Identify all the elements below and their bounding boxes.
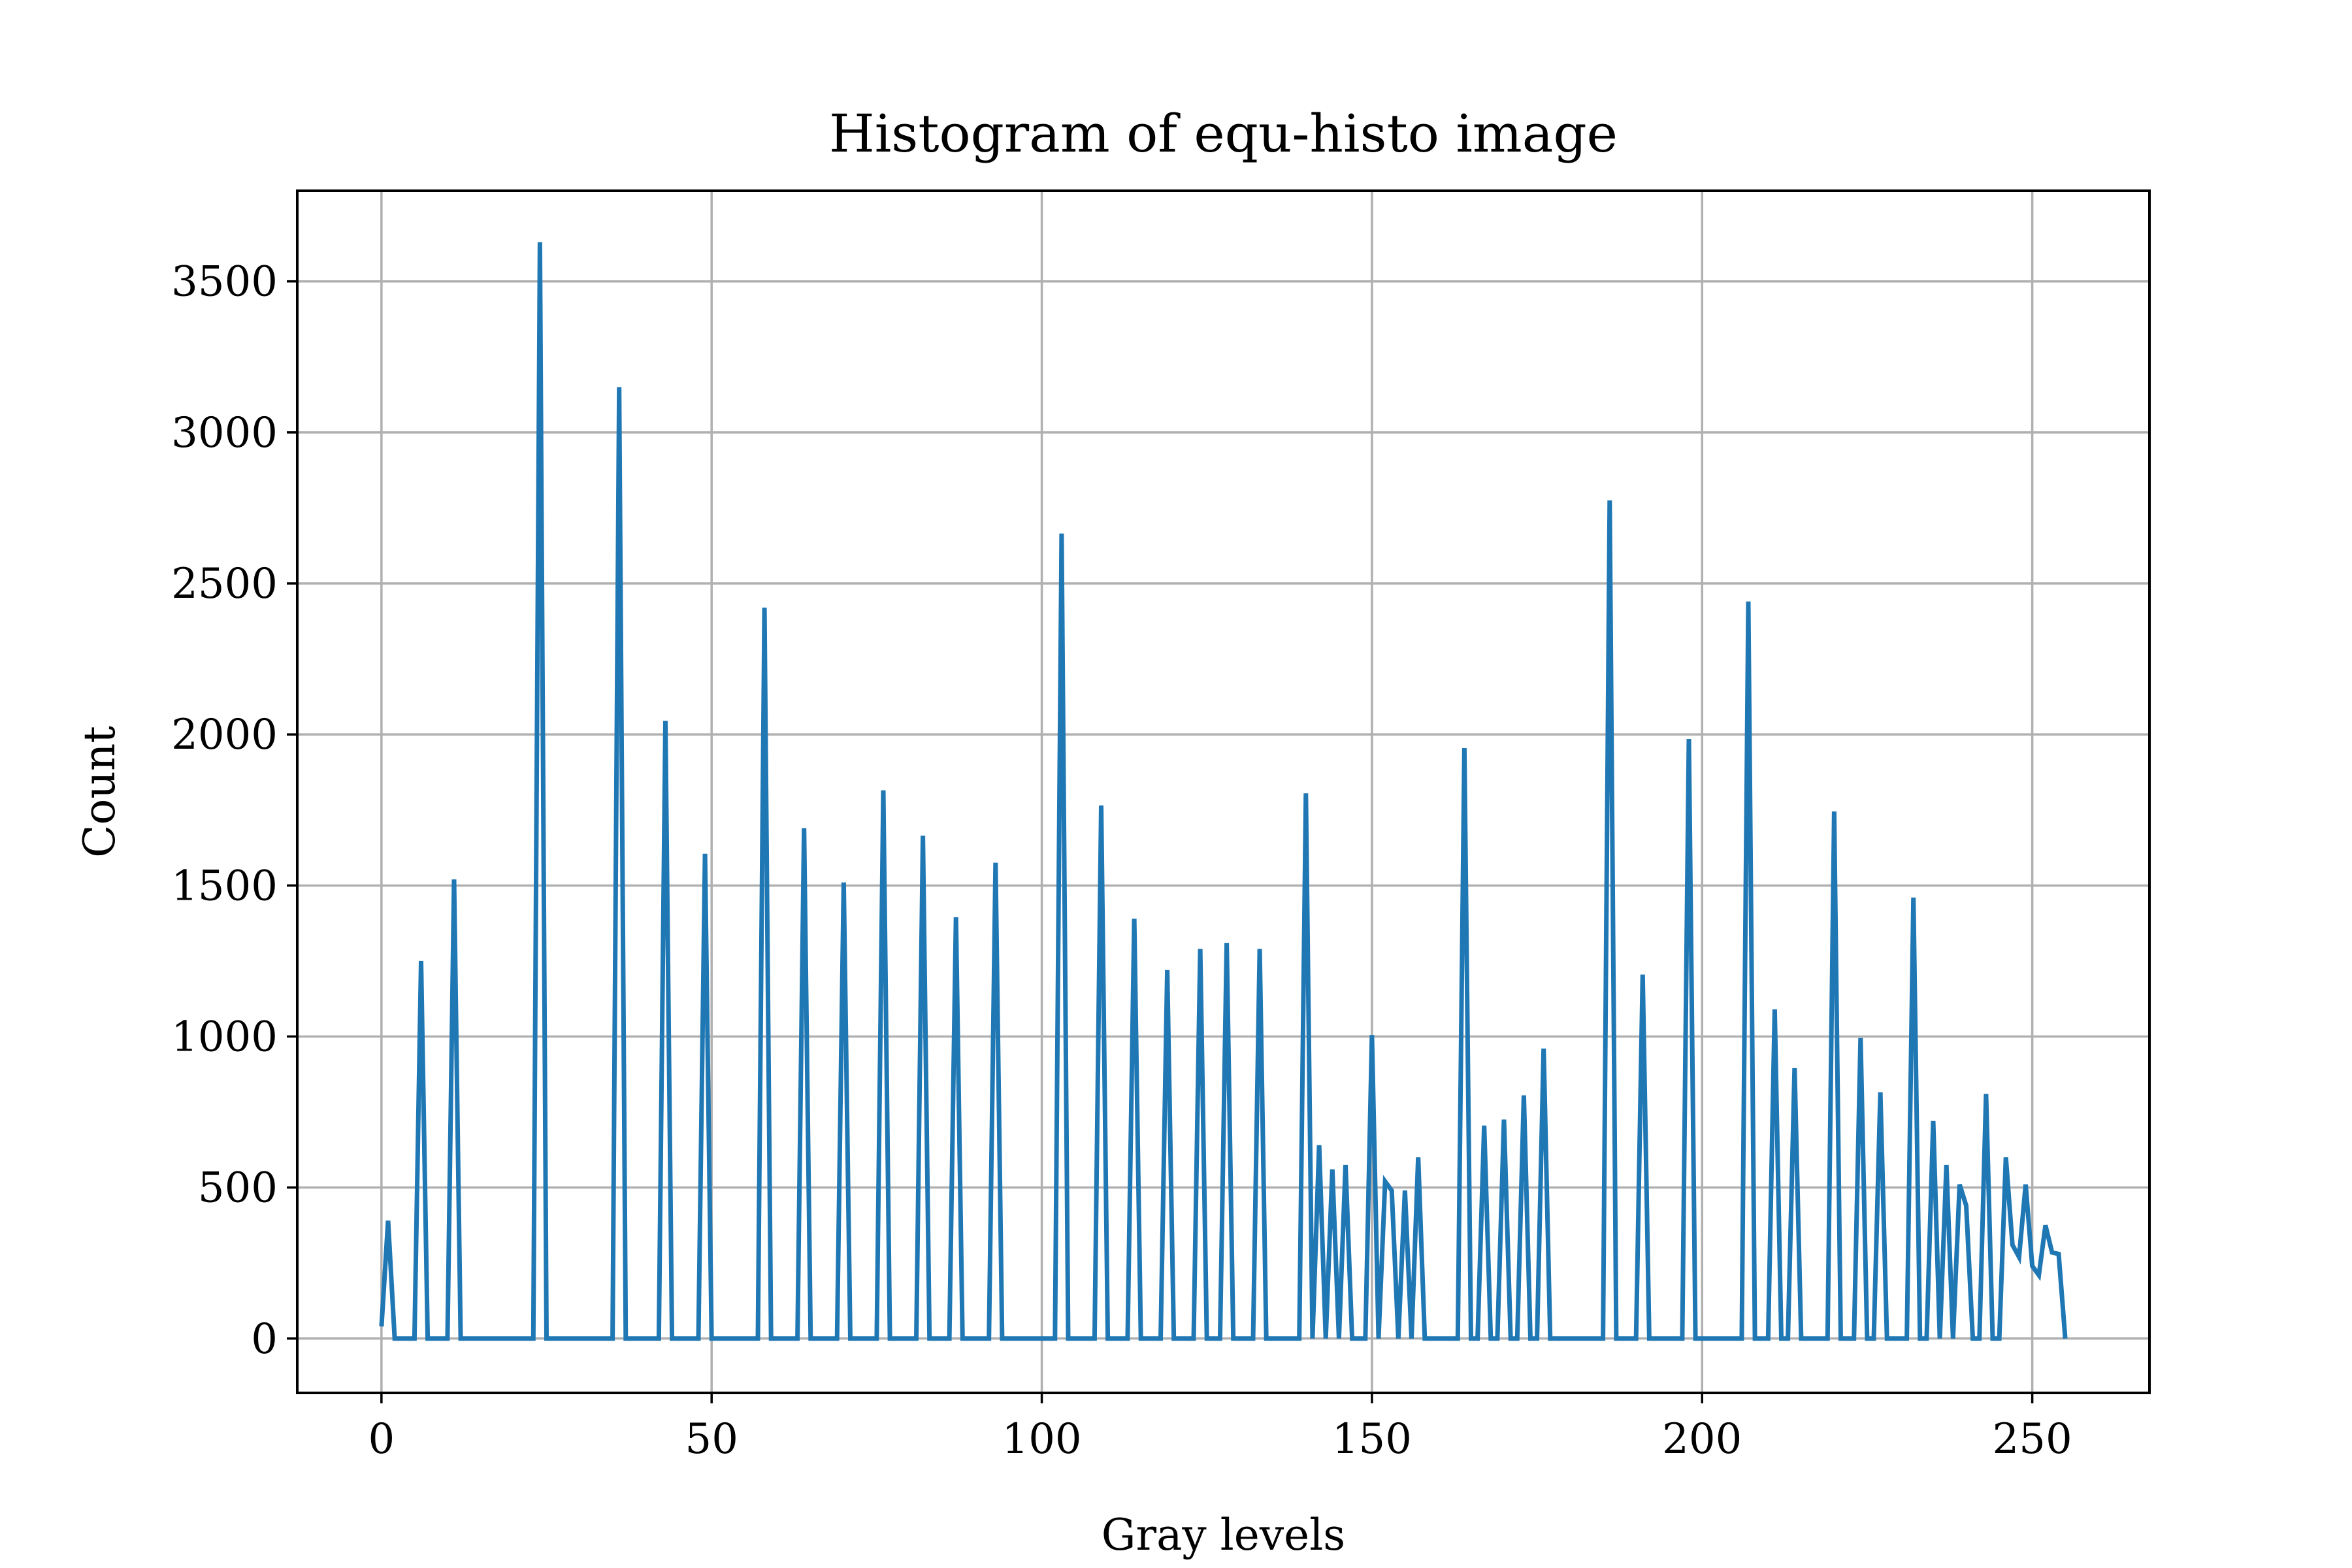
count-series-line — [379, 242, 2068, 1341]
x-tick-label: 250 — [1993, 1415, 2072, 1463]
x-tick-label: 200 — [1662, 1415, 1742, 1463]
y-tick-label: 2500 — [171, 560, 278, 608]
x-tick-label: 0 — [368, 1415, 395, 1463]
x-tick-label: 100 — [1002, 1415, 1081, 1463]
y-tick-label: 1500 — [171, 862, 278, 910]
x-axis-label: Gray levels — [1102, 1510, 1345, 1560]
x-axis-ticks: 0 50 100 150 200 250 — [368, 1393, 2072, 1463]
chart-title: Histogram of equ-histo image — [829, 103, 1618, 164]
grid-lines — [297, 191, 2149, 1393]
x-tick-label: 150 — [1332, 1415, 1412, 1463]
y-tick-label: 2000 — [171, 711, 278, 759]
y-tick-label: 3000 — [171, 409, 278, 457]
plot-area-frame — [296, 189, 2151, 1394]
y-tick-label: 0 — [251, 1315, 278, 1364]
y-axis-label: Count — [74, 726, 125, 858]
y-tick-label: 1000 — [171, 1013, 278, 1061]
y-tick-label: 3500 — [171, 258, 278, 306]
y-axis-ticks: 0 500 1000 1500 2000 2500 3000 3500 — [171, 258, 297, 1364]
y-tick-label: 500 — [198, 1164, 278, 1213]
x-tick-label: 50 — [685, 1415, 738, 1463]
